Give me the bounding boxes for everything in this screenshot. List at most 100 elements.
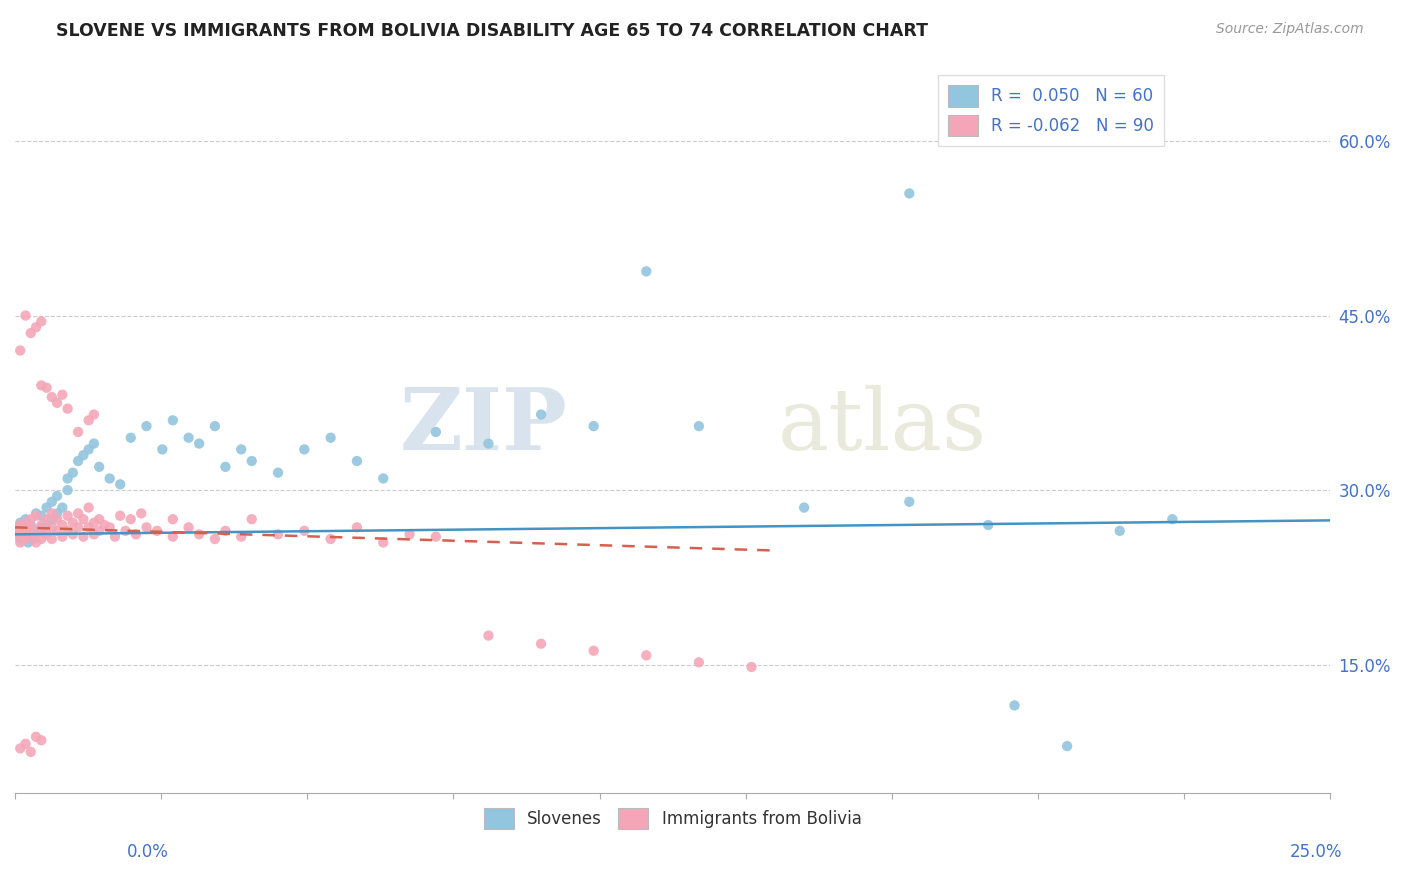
Point [56,508,79,523]
Point [135,419,157,434]
Point [204,419,226,434]
Point [636,648,658,663]
Point [35,527,58,541]
Point [35,381,58,395]
Point [14,309,37,323]
Point [104,530,127,544]
Point [93,518,115,533]
Point [898,495,921,509]
Text: SLOVENE VS IMMIGRANTS FROM BOLIVIA DISABILITY AGE 65 TO 74 CORRELATION CHART: SLOVENE VS IMMIGRANTS FROM BOLIVIA DISAB… [56,22,928,40]
Point [204,532,226,546]
Point [240,512,263,526]
Point [14,512,37,526]
Point [11,530,34,544]
Point [77,520,100,534]
Point [67,507,90,521]
Point [83,436,105,450]
Point [319,431,342,445]
Point [98,520,121,534]
Point [1056,739,1078,753]
Point [51,388,73,402]
Point [25,527,48,541]
Point [22,532,45,546]
Point [1108,524,1130,538]
Point [267,466,290,480]
Point [25,320,48,334]
Point [41,512,63,526]
Point [30,508,52,523]
Point [62,466,84,480]
Point [51,530,73,544]
Point [72,530,94,544]
Point [77,413,100,427]
Point [214,459,236,474]
Point [83,516,105,530]
Point [231,442,253,457]
Point [150,442,173,457]
Point [14,524,37,538]
Point [425,530,447,544]
Point [146,524,169,538]
Point [162,413,184,427]
Point [56,524,79,538]
Point [162,512,184,526]
Point [41,507,63,521]
Point [56,471,79,485]
Point [83,408,105,422]
Point [373,535,395,549]
Point [162,530,184,544]
Point [14,516,37,530]
Point [30,532,52,546]
Point [30,314,52,328]
Point [319,532,342,546]
Point [20,326,42,340]
Point [8,535,31,549]
Point [25,535,48,549]
Point [114,524,136,538]
Point [30,524,52,538]
Text: 25.0%: 25.0% [1291,843,1343,861]
Point [6,527,28,541]
Point [46,512,69,526]
Point [35,500,58,515]
Point [7,520,30,534]
Point [46,489,69,503]
Point [51,518,73,533]
Point [14,737,37,751]
Point [41,532,63,546]
Point [582,419,605,434]
Point [14,520,37,534]
Point [1161,512,1184,526]
Point [20,530,42,544]
Point [530,637,553,651]
Point [8,518,31,533]
Point [110,508,132,523]
Point [214,524,236,538]
Point [20,512,42,526]
Legend: Slovenes, Immigrants from Bolivia: Slovenes, Immigrants from Bolivia [477,801,869,836]
Point [20,520,42,534]
Point [30,518,52,533]
Point [51,500,73,515]
Point [17,535,39,549]
Point [67,454,90,468]
Point [77,442,100,457]
Point [8,343,31,358]
Point [292,524,315,538]
Point [793,500,815,515]
Point [25,508,48,523]
Point [267,527,290,541]
Point [46,396,69,410]
Point [231,530,253,544]
Point [688,419,710,434]
Point [35,518,58,533]
Point [8,516,31,530]
Point [25,730,48,744]
Point [977,518,1000,533]
Point [46,524,69,538]
Point [688,656,710,670]
Point [8,741,31,756]
Point [7,524,30,538]
Point [35,512,58,526]
Point [110,477,132,491]
